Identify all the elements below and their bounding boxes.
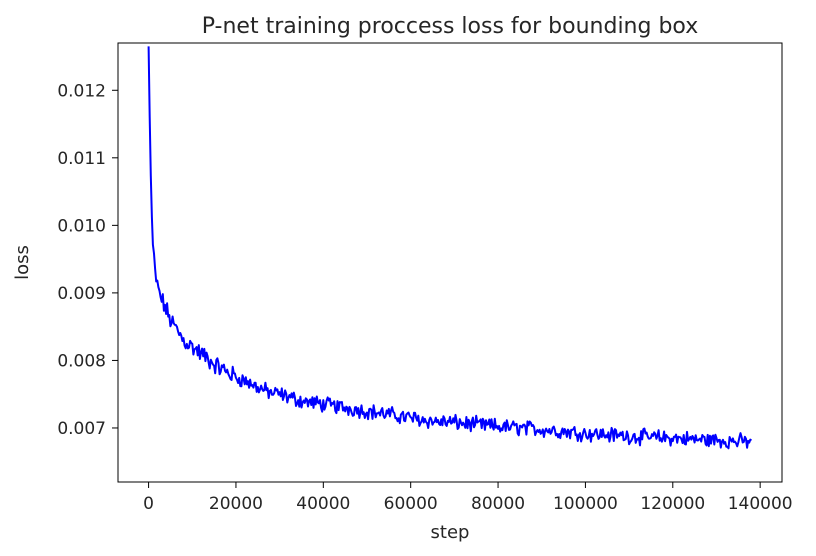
x-tick-label: 80000 — [471, 494, 525, 514]
y-tick-label: 0.007 — [57, 419, 106, 439]
loss-series-line — [147, 46, 753, 450]
x-axis-title: step — [431, 522, 470, 543]
x-tick-label: 0 — [143, 494, 154, 514]
plot-frame — [117, 42, 783, 483]
chart-title: P-net training proccess loss for boundin… — [202, 14, 698, 39]
y-tick-label: 0.012 — [57, 81, 106, 101]
x-tick-label: 40000 — [296, 494, 350, 514]
y-tick-label: 0.010 — [57, 216, 106, 236]
y-axis: 0.007 0.008 0.009 0.010 0.011 0.012 — [57, 81, 118, 439]
x-tick-label: 140000 — [728, 494, 793, 514]
y-axis-title: loss — [12, 245, 33, 280]
x-axis: 0 20000 40000 60000 80000 100000 120000 140000 — [143, 482, 793, 514]
x-tick-label: 100000 — [553, 494, 618, 514]
x-tick-label: 20000 — [209, 494, 263, 514]
x-tick-label: 60000 — [384, 494, 438, 514]
plot-area — [147, 46, 753, 450]
y-tick-label: 0.008 — [57, 351, 106, 371]
y-tick-label: 0.011 — [57, 149, 106, 169]
x-tick-label: 120000 — [640, 494, 705, 514]
y-tick-label: 0.009 — [57, 284, 106, 304]
